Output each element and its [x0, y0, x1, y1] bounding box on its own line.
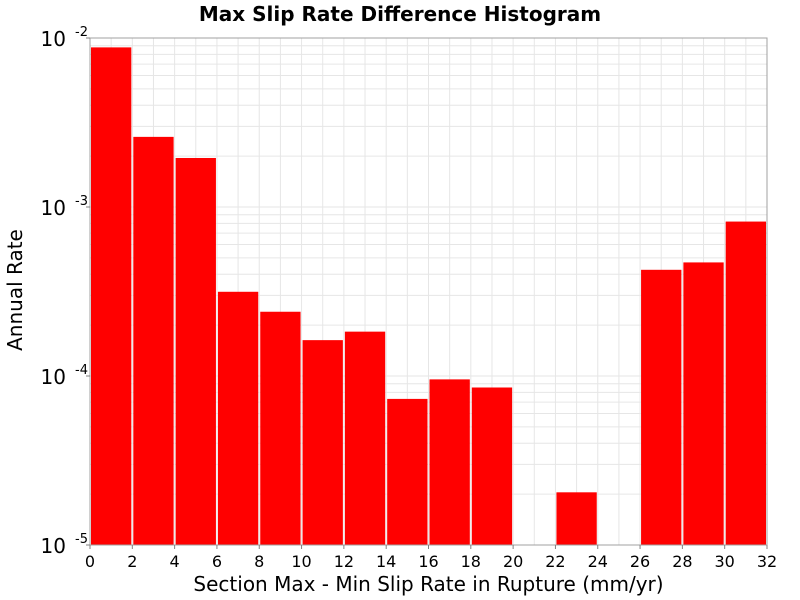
y-tick-label: 10 — [41, 365, 66, 389]
histogram-bar — [471, 387, 513, 545]
histogram-bar — [91, 47, 132, 546]
x-tick-label: 10 — [291, 552, 311, 571]
histogram-bar — [133, 136, 174, 545]
x-tick-label: 20 — [503, 552, 523, 571]
y-tick-exponent: -4 — [75, 363, 88, 378]
x-tick-label: 18 — [461, 552, 481, 571]
x-tick-label: 6 — [212, 552, 222, 571]
histogram-bar — [641, 269, 682, 545]
histogram-bar — [387, 398, 428, 545]
x-tick-label: 4 — [170, 552, 180, 571]
y-tick-label: 10 — [41, 534, 66, 558]
x-tick-label: 8 — [254, 552, 264, 571]
x-tick-label: 12 — [334, 552, 354, 571]
histogram-bar — [260, 311, 301, 545]
histogram-bar — [725, 221, 766, 545]
y-tick-label: 10 — [41, 196, 66, 220]
histogram-bar — [175, 157, 216, 546]
x-axis-label: Section Max - Min Slip Rate in Rupture (… — [193, 572, 664, 596]
histogram-bar — [302, 340, 343, 545]
x-tick-label: 22 — [545, 552, 565, 571]
histogram-bar — [217, 291, 259, 545]
y-tick-exponent: -5 — [75, 532, 88, 547]
x-tick-label: 30 — [715, 552, 735, 571]
y-tick-exponent: -3 — [75, 194, 88, 209]
chart-title: Max Slip Rate Difference Histogram — [198, 2, 602, 26]
x-tick-label: 14 — [376, 552, 396, 571]
y-tick-label: 10 — [41, 27, 66, 51]
x-tick-label: 2 — [127, 552, 137, 571]
x-tick-label: 26 — [630, 552, 650, 571]
histogram-bar — [429, 379, 470, 545]
x-tick-label: 0 — [85, 552, 95, 571]
x-tick-label: 32 — [757, 552, 777, 571]
bars-layer — [91, 47, 766, 546]
x-tick-label: 28 — [672, 552, 692, 571]
x-tick-label: 16 — [418, 552, 438, 571]
histogram-bar — [344, 331, 386, 545]
histogram-bar — [556, 492, 597, 545]
histogram-bar — [683, 262, 724, 545]
y-tick-exponent: -2 — [75, 25, 88, 40]
x-tick-label: 24 — [588, 552, 608, 571]
